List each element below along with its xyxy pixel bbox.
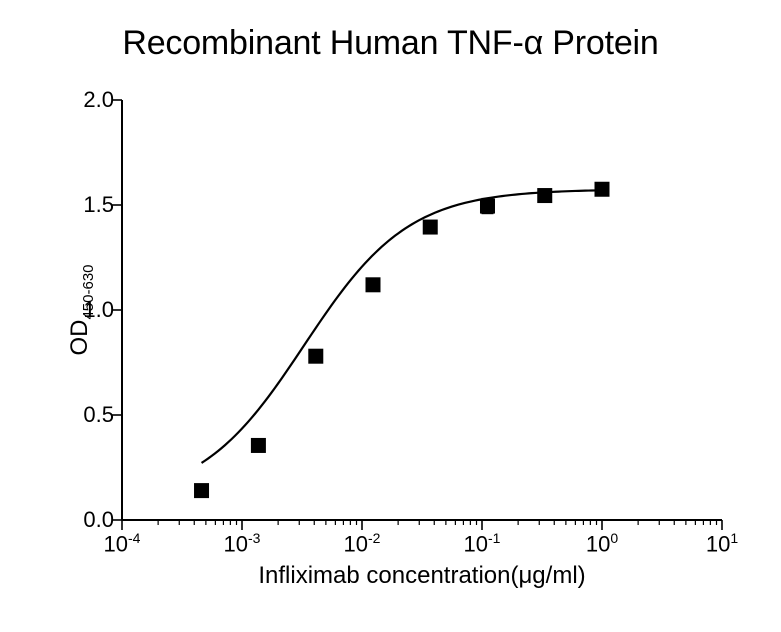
- x-tick-label: 101: [706, 530, 738, 557]
- data-point-marker: [366, 278, 380, 292]
- x-tick-label: 10-3: [224, 530, 261, 557]
- y-axis-label-main: OD: [66, 320, 93, 356]
- y-tick-label: 0.5: [54, 402, 114, 428]
- data-point-marker: [480, 199, 494, 213]
- y-tick-label: 1.5: [54, 192, 114, 218]
- data-point-marker: [538, 189, 552, 203]
- y-tick-label: 1.0: [54, 297, 114, 323]
- x-tick-label: 10-2: [344, 530, 381, 557]
- data-point-marker: [309, 349, 323, 363]
- x-tick-label: 100: [586, 530, 618, 557]
- chart-container: Recombinant Human TNF-α Protein OD450-63…: [0, 0, 781, 632]
- data-point-marker: [251, 438, 265, 452]
- data-point-marker: [195, 484, 209, 498]
- x-axis-label: Infliximab concentration(μg/ml): [122, 562, 722, 590]
- chart-title: Recombinant Human TNF-α Protein: [0, 24, 781, 63]
- y-tick-label: 2.0: [54, 87, 114, 113]
- x-tick-label: 10-4: [104, 530, 141, 557]
- data-point-marker: [595, 182, 609, 196]
- plot-svg: [122, 100, 722, 520]
- x-tick-label: 10-1: [464, 530, 501, 557]
- data-point-marker: [423, 220, 437, 234]
- plot-area: OD450-630 Infliximab concentration(μg/ml…: [122, 100, 722, 520]
